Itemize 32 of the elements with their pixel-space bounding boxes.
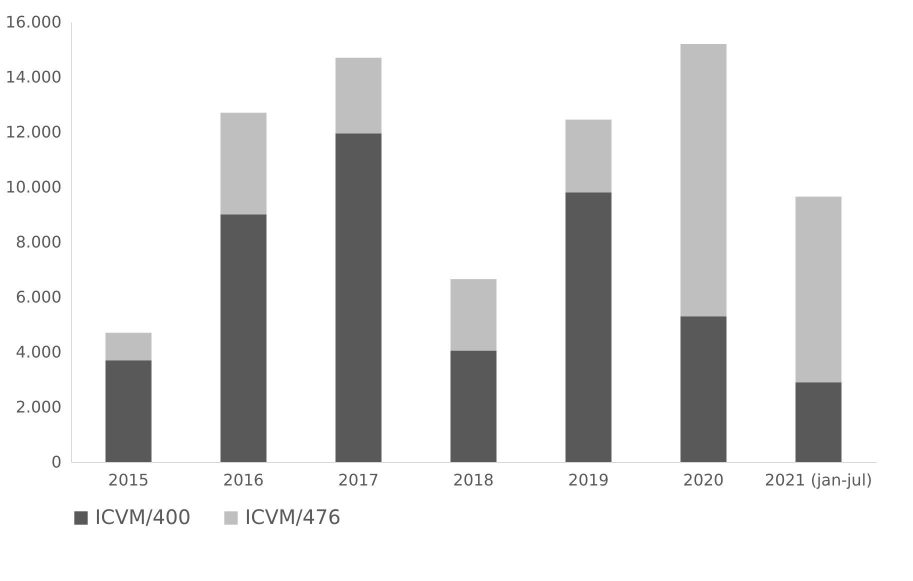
bar <box>450 350 496 462</box>
legend-label: ICVM/400 <box>95 505 191 529</box>
bar <box>796 382 842 462</box>
bar <box>106 332 152 360</box>
bar <box>450 279 496 351</box>
bar <box>336 133 382 462</box>
bar <box>566 192 612 462</box>
bar <box>220 112 266 214</box>
y-tick-label: 16.000 <box>6 12 62 32</box>
bar <box>220 214 266 462</box>
y-tick-label: 4.000 <box>16 342 62 362</box>
x-tick-label: 2021 (jan-jul) <box>764 470 872 490</box>
legend-label: ICVM/476 <box>245 505 341 529</box>
y-tick-label: 2.000 <box>16 398 62 416</box>
y-tick-label: 10.000 <box>6 178 62 196</box>
bar <box>106 360 152 462</box>
x-tick-label: 2019 <box>568 470 609 490</box>
y-tick-label: 0 <box>51 452 62 472</box>
bar <box>796 196 842 382</box>
x-tick-label: 2020 <box>683 470 724 490</box>
y-tick-label: 14.000 <box>6 68 62 86</box>
x-tick-label: 2018 <box>453 470 494 490</box>
bar <box>566 120 612 192</box>
y-tick-label: 12.000 <box>6 122 62 142</box>
y-tick-label: 8.000 <box>16 232 62 252</box>
x-tick-label: 2017 <box>338 470 379 490</box>
x-tick-label: 2015 <box>108 470 149 490</box>
bar <box>680 316 726 462</box>
y-tick-label: 6.000 <box>16 288 62 306</box>
bar <box>336 58 382 134</box>
x-tick-label: 2016 <box>223 470 264 490</box>
bar <box>680 44 726 316</box>
